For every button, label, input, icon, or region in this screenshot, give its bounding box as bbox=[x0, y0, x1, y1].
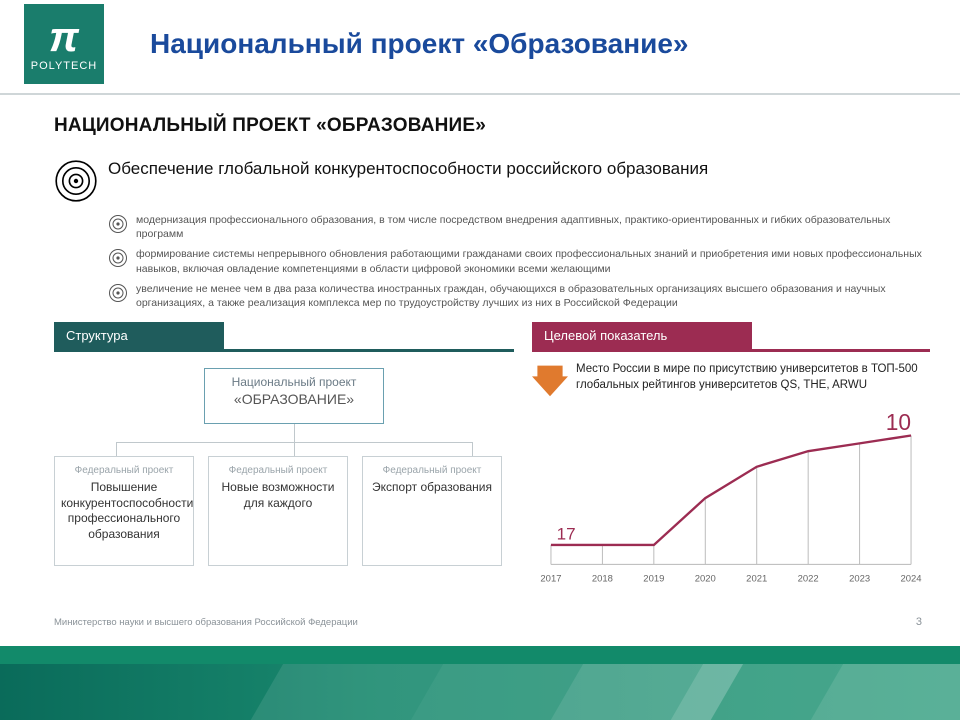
svg-text:10: 10 bbox=[886, 409, 911, 435]
svg-text:2023: 2023 bbox=[849, 573, 870, 584]
target-icon bbox=[108, 283, 128, 303]
svg-text:2018: 2018 bbox=[592, 573, 613, 584]
box-label: Федеральный проект bbox=[369, 465, 495, 476]
panels-row: Структура Национальный проект «ОБРАЗОВАН… bbox=[54, 322, 930, 594]
federal-project-box: Федеральный проект Экспорт образования bbox=[362, 456, 502, 566]
connector-line bbox=[116, 442, 117, 456]
federal-projects-row: Федеральный проект Повышение конкурентос… bbox=[54, 456, 502, 566]
svg-text:2022: 2022 bbox=[798, 573, 819, 584]
top-project-box: Национальный проект «ОБРАЗОВАНИЕ» bbox=[204, 368, 384, 424]
bullet-text: модернизация профессионального образован… bbox=[136, 213, 930, 241]
bottom-decorative-band bbox=[0, 664, 960, 720]
box-label: Федеральный проект bbox=[61, 465, 187, 476]
target-icon bbox=[108, 248, 128, 268]
document-title: НАЦИОНАЛЬНЫЙ ПРОЕКТ «ОБРАЗОВАНИЕ» bbox=[54, 115, 930, 137]
indicator-text: Место России в мире по присутствию униве… bbox=[576, 362, 930, 393]
page-number: 3 bbox=[916, 616, 922, 628]
bullet-item: увеличение не менее чем в два раза колич… bbox=[108, 282, 930, 310]
slide-content: НАЦИОНАЛЬНЫЙ ПРОЕКТ «ОБРАЗОВАНИЕ» Обеспе… bbox=[54, 115, 930, 594]
structure-panel: Структура Национальный проект «ОБРАЗОВАН… bbox=[54, 322, 514, 594]
box-label: Федеральный проект bbox=[215, 465, 341, 476]
header-stripe bbox=[54, 349, 514, 352]
bullet-item: модернизация профессионального образован… bbox=[108, 213, 930, 241]
indicator-description-row: Место России в мире по присутствию униве… bbox=[532, 362, 930, 398]
bottom-accent-stripe bbox=[0, 646, 960, 664]
svg-text:2020: 2020 bbox=[695, 573, 716, 584]
page-title: Национальный проект «Образование» bbox=[150, 28, 940, 60]
vision-heading-row: Обеспечение глобальной конкурентоспособн… bbox=[54, 159, 930, 203]
polytech-logo: π POLYTECH bbox=[24, 4, 104, 84]
box-title: Экспорт образования bbox=[369, 480, 495, 496]
bullet-item: формирование системы непрерывного обновл… bbox=[108, 247, 930, 275]
svg-text:2021: 2021 bbox=[746, 573, 767, 584]
panel-header-wrap: Структура bbox=[54, 322, 514, 352]
panel-header-wrap: Целевой показатель bbox=[532, 322, 930, 352]
connector-line bbox=[294, 424, 295, 442]
top-box-label: Национальный проект bbox=[209, 375, 379, 389]
header-stripe bbox=[532, 349, 930, 352]
svg-text:2017: 2017 bbox=[540, 573, 561, 584]
arrow-down-icon bbox=[532, 362, 568, 398]
footer-ministry: Министерство науки и высшего образования… bbox=[54, 617, 358, 628]
ranking-line-chart: 2017 2018 2019 2020 2021 2022 2023 2024 17 10 bbox=[532, 404, 930, 594]
logo-text: POLYTECH bbox=[31, 60, 97, 72]
bullet-text: увеличение не менее чем в два раза колич… bbox=[136, 282, 930, 310]
structure-header: Структура bbox=[54, 322, 224, 349]
top-box-name: «ОБРАЗОВАНИЕ» bbox=[209, 391, 379, 407]
structure-diagram: Национальный проект «ОБРАЗОВАНИЕ» Федера… bbox=[54, 360, 514, 590]
box-title: Повышение конкурентоспособности професси… bbox=[61, 480, 187, 542]
connector-line bbox=[294, 442, 295, 456]
indicator-panel: Целевой показатель Место России в мире п… bbox=[532, 322, 930, 594]
bullet-text: формирование системы непрерывного обновл… bbox=[136, 247, 930, 275]
indicator-header: Целевой показатель bbox=[532, 322, 752, 349]
svg-text:17: 17 bbox=[557, 524, 576, 543]
header-bar: π POLYTECH Национальный проект «Образова… bbox=[0, 0, 960, 95]
box-title: Новые возможности для каждого bbox=[215, 480, 341, 511]
vision-heading: Обеспечение глобальной конкурентоспособн… bbox=[108, 159, 708, 179]
bullet-list: модернизация профессионального образован… bbox=[108, 213, 930, 310]
connector-line bbox=[472, 442, 473, 456]
svg-text:2024: 2024 bbox=[901, 573, 922, 584]
svg-text:2019: 2019 bbox=[643, 573, 664, 584]
target-icon bbox=[108, 214, 128, 234]
logo-symbol: π bbox=[49, 16, 79, 58]
federal-project-box: Федеральный проект Повышение конкурентос… bbox=[54, 456, 194, 566]
federal-project-box: Федеральный проект Новые возможности для… bbox=[208, 456, 348, 566]
target-icon bbox=[54, 159, 98, 203]
